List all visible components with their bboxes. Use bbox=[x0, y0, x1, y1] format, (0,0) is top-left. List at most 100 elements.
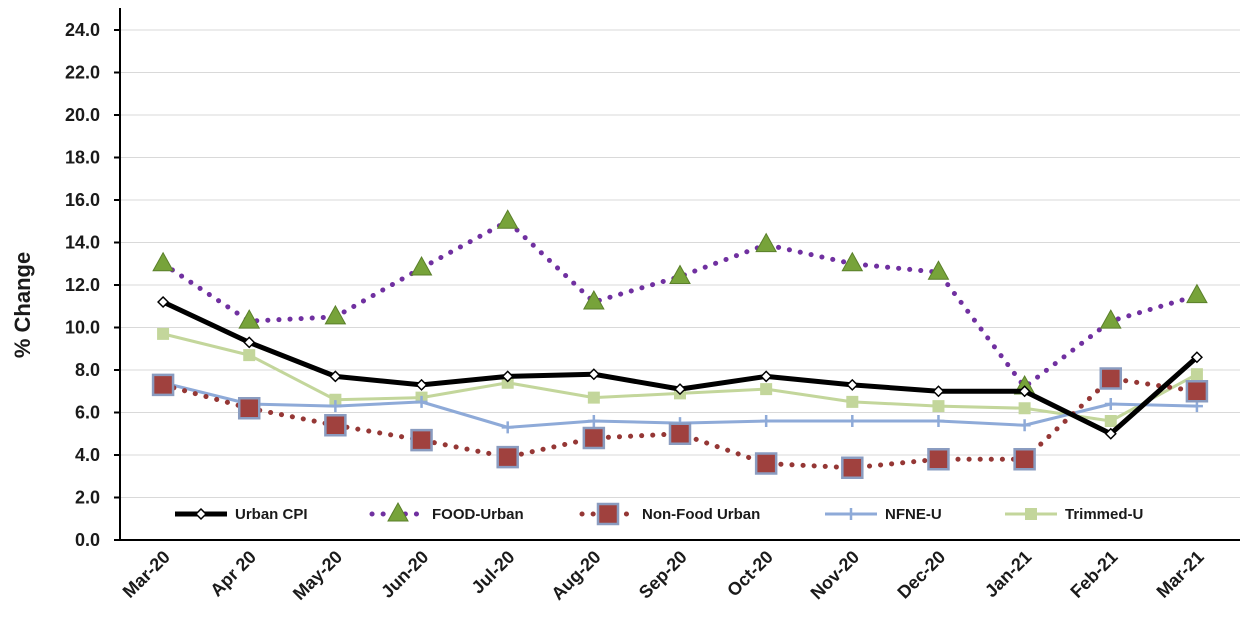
data-point bbox=[1099, 367, 1123, 390]
data-point bbox=[1018, 419, 1031, 432]
data-point bbox=[1104, 427, 1117, 440]
x-tick-label: Feb-21 bbox=[1066, 547, 1121, 602]
gridlines bbox=[120, 29, 1240, 498]
x-tick-labels: Mar-20 Apr 20 May-20 Jun-20 Jul-20 Aug-20 Sep-… bbox=[119, 547, 1208, 604]
data-point bbox=[1104, 398, 1117, 410]
data-point bbox=[387, 501, 409, 522]
data-point bbox=[587, 368, 600, 381]
data-point bbox=[845, 508, 857, 520]
data-point bbox=[596, 502, 620, 526]
y-tick-labels: 0.0 2.0 4.0 6.0 8.0 10.0 12.0 14.0 16.0 18.0 20.0 2… bbox=[65, 20, 100, 550]
data-point bbox=[151, 373, 175, 397]
data-point bbox=[587, 391, 600, 404]
series-group bbox=[151, 209, 1209, 479]
x-tick-label: Aug-20 bbox=[547, 547, 604, 604]
data-point bbox=[760, 370, 773, 383]
legend-label: Non-Food Urban bbox=[642, 506, 760, 523]
x-tick-label: Apr 20 bbox=[206, 547, 260, 601]
y-tick-label: 8.0 bbox=[75, 360, 100, 380]
data-point bbox=[410, 255, 433, 276]
data-point bbox=[1190, 351, 1203, 364]
legend-item: Urban CPI bbox=[175, 506, 308, 523]
data-point bbox=[846, 415, 859, 427]
data-point bbox=[243, 336, 256, 349]
data-point bbox=[669, 264, 691, 284]
data-point bbox=[1190, 368, 1203, 381]
data-point bbox=[496, 445, 519, 469]
legend-label: Trimmed-U bbox=[1065, 506, 1143, 523]
data-point bbox=[932, 385, 945, 398]
y-tick-label: 4.0 bbox=[75, 445, 100, 465]
y-tick-label: 22.0 bbox=[65, 63, 100, 83]
legend-label: FOOD-Urban bbox=[432, 506, 524, 523]
data-point bbox=[324, 414, 347, 437]
axes bbox=[114, 8, 1240, 541]
series-line bbox=[162, 332, 1198, 423]
x-tick-label: Jun-20 bbox=[377, 547, 432, 602]
data-point bbox=[1099, 309, 1122, 329]
data-point bbox=[237, 397, 261, 420]
data-point bbox=[152, 251, 174, 272]
data-point bbox=[755, 232, 778, 253]
data-point bbox=[668, 422, 692, 445]
y-tick-label: 6.0 bbox=[75, 403, 100, 423]
data-point bbox=[157, 327, 170, 340]
data-point bbox=[1104, 415, 1117, 427]
data-point bbox=[760, 383, 773, 396]
y-tick-label: 12.0 bbox=[65, 275, 100, 295]
series-non-food-urban bbox=[151, 367, 1209, 479]
data-point bbox=[501, 370, 514, 383]
data-point bbox=[415, 378, 428, 391]
data-point bbox=[324, 304, 347, 325]
data-point bbox=[1018, 402, 1031, 415]
data-point bbox=[243, 349, 256, 362]
data-point bbox=[415, 395, 428, 408]
y-tick-label: 16.0 bbox=[65, 190, 100, 210]
data-point bbox=[932, 415, 945, 427]
y-axis-label: % Change bbox=[10, 252, 35, 358]
x-tick-label: Sep-20 bbox=[635, 547, 691, 603]
legend-item: Non-Food Urban bbox=[579, 502, 760, 526]
data-point bbox=[841, 456, 864, 479]
data-point bbox=[496, 209, 519, 229]
legend-label: NFNE-U bbox=[885, 506, 942, 523]
data-point bbox=[329, 393, 342, 406]
legend-label: Urban CPI bbox=[235, 506, 308, 523]
data-point bbox=[582, 426, 606, 450]
data-point bbox=[194, 507, 208, 521]
x-tick-label: Jul-20 bbox=[468, 547, 519, 598]
data-point bbox=[760, 415, 773, 427]
data-point bbox=[329, 370, 342, 383]
data-point bbox=[1185, 380, 1209, 403]
data-point bbox=[238, 309, 261, 329]
legend-item: FOOD-Urban bbox=[369, 501, 524, 523]
data-point bbox=[846, 378, 859, 391]
data-point bbox=[501, 376, 514, 389]
data-point bbox=[846, 395, 859, 408]
y-tick-label: 24.0 bbox=[65, 20, 100, 40]
data-point bbox=[841, 251, 864, 272]
y-tick-label: 18.0 bbox=[65, 148, 100, 168]
x-tick-label: Dec-20 bbox=[893, 547, 949, 603]
x-tick-label: Mar-21 bbox=[1153, 547, 1208, 602]
y-tick-label: 2.0 bbox=[75, 488, 100, 508]
series-line bbox=[162, 299, 1199, 437]
legend-item: Trimmed-U bbox=[1005, 506, 1143, 523]
y-tick-label: 0.0 bbox=[75, 530, 100, 550]
data-point bbox=[927, 260, 950, 280]
data-point bbox=[1013, 448, 1036, 471]
data-point bbox=[587, 415, 600, 427]
data-point bbox=[1018, 385, 1031, 398]
x-tick-label: May-20 bbox=[289, 547, 346, 604]
legend: Urban CPI FOOD-Urban Non-Food Urban NFNE-U T… bbox=[175, 501, 1143, 526]
series-food-urban bbox=[152, 209, 1208, 395]
y-tick-label: 14.0 bbox=[65, 233, 100, 253]
y-tick-label: 20.0 bbox=[65, 105, 100, 125]
x-tick-label: Jan-21 bbox=[981, 547, 1035, 601]
data-point bbox=[1186, 283, 1208, 304]
x-tick-label: Nov-20 bbox=[807, 547, 864, 604]
data-point bbox=[329, 400, 342, 413]
x-tick-label: Mar-20 bbox=[119, 547, 174, 602]
x-tick-label: Oct-20 bbox=[723, 547, 777, 601]
